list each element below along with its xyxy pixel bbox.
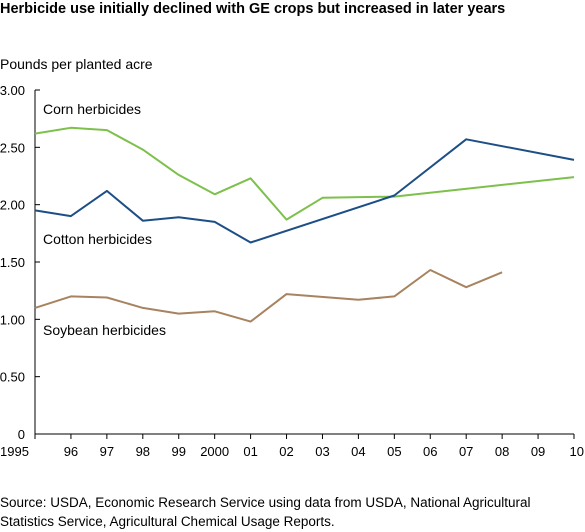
- x-tick-label: 08: [495, 444, 509, 459]
- series-lines: [34, 126, 575, 323]
- x-tick-label: 09: [531, 444, 545, 459]
- chart-title: Herbicide use initially declined with GE…: [0, 1, 506, 17]
- y-tick-label: 1.00: [0, 312, 25, 327]
- y-tick-label: 3.00: [0, 83, 25, 98]
- series-labels: Corn herbicides Cotton herbicides Soybean …: [43, 101, 166, 338]
- x-tick-label: 2000: [200, 444, 229, 459]
- x-axis-ticks: 1995 96 97 98 99 2000 01 02 03 04 05 06 07 08 09 10: [0, 434, 584, 459]
- source-line-2: Statistics Service, Agricultural Chemica…: [0, 514, 335, 529]
- chart-axes: [34, 90, 574, 435]
- x-tick-label: 97: [100, 444, 114, 459]
- y-axis-label: Pounds per planted acre: [0, 56, 153, 72]
- y-tick-label: 1.50: [0, 255, 25, 270]
- x-tick-label: 02: [279, 444, 293, 459]
- soybean-herbicides-label: Soybean herbicides: [43, 322, 166, 338]
- x-tick-label: 96: [64, 444, 78, 459]
- y-tick-label: 2.00: [0, 198, 25, 213]
- cotton-herbicides-label: Cotton herbicides: [43, 231, 152, 247]
- x-tick-label: 07: [459, 444, 473, 459]
- x-tick-label: 03: [315, 444, 329, 459]
- x-tick-label: 1995: [0, 444, 29, 459]
- x-tick-label: 05: [387, 444, 401, 459]
- line-chart: 0 0.50 1.00 1.50 2.00 2.50 3.00 1995 96 97 98 99 20…: [0, 83, 584, 459]
- y-axis-ticks: 0 0.50 1.00 1.50 2.00 2.50 3.00: [0, 83, 40, 442]
- soybean-herbicides-line: [34, 269, 503, 323]
- x-tick-label: 01: [243, 444, 257, 459]
- x-tick-label: 06: [423, 444, 437, 459]
- source-note: Source: USDA, Economic Research Service …: [0, 493, 585, 531]
- corn-herbicides-label: Corn herbicides: [43, 101, 141, 117]
- corn-herbicides-line: [34, 126, 575, 221]
- x-tick-label: 04: [351, 444, 365, 459]
- x-tick-label: 98: [136, 444, 150, 459]
- cotton-herbicides-line: [34, 138, 575, 244]
- x-tick-label: 99: [171, 444, 185, 459]
- y-tick-label: 2.50: [0, 140, 25, 155]
- source-line-1: Source: USDA, Economic Research Service …: [0, 495, 531, 510]
- y-tick-label: 0.50: [0, 370, 25, 385]
- y-tick-label: 0: [18, 427, 25, 442]
- x-tick-label: 10: [570, 444, 584, 459]
